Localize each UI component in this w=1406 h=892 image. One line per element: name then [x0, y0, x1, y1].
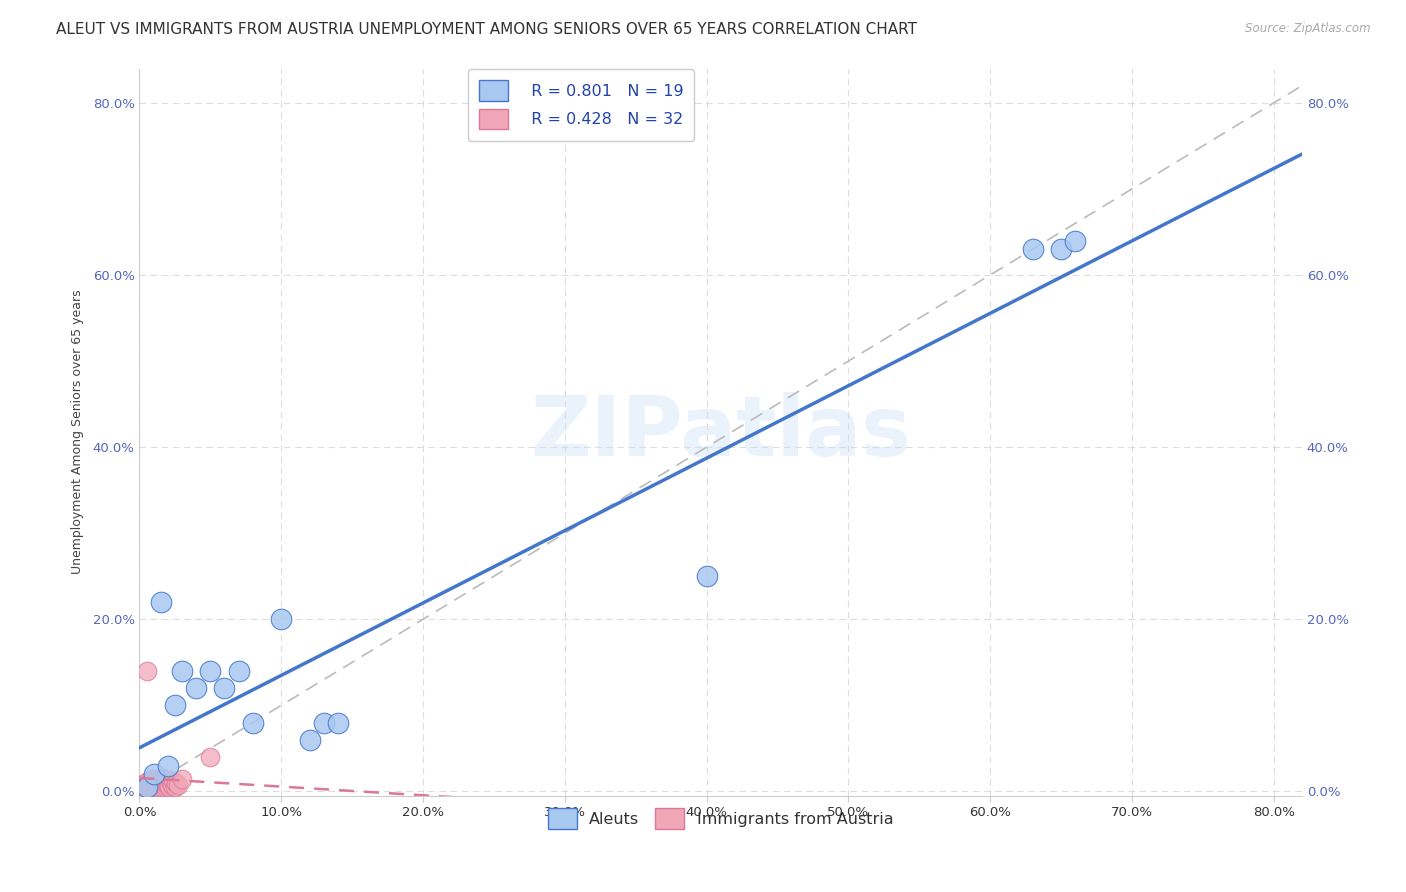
Point [166, 778, 188, 792]
Point [150, 774, 173, 789]
Point [170, 772, 193, 786]
Point [170, 664, 193, 678]
Point [149, 776, 172, 790]
Point [200, 750, 222, 764]
Point [312, 715, 335, 730]
Point [163, 780, 186, 794]
Point [148, 774, 170, 789]
Point [139, 778, 162, 792]
Point [200, 664, 222, 678]
Point [1064, 234, 1087, 248]
Point [165, 776, 187, 790]
Point [1021, 242, 1043, 256]
Point [152, 778, 174, 792]
Point [142, 772, 165, 786]
Point [153, 776, 176, 790]
Point [228, 664, 250, 678]
Legend: Aleuts, Immigrants from Austria: Aleuts, Immigrants from Austria [541, 802, 900, 835]
Point [163, 698, 186, 713]
Point [326, 715, 349, 730]
Point [159, 776, 181, 790]
Point [156, 758, 179, 772]
Point [142, 767, 165, 781]
Point [696, 569, 718, 583]
Point [135, 664, 157, 678]
Point [135, 780, 157, 794]
Point [145, 778, 167, 792]
Point [142, 776, 165, 790]
Point [242, 715, 264, 730]
Text: Source: ZipAtlas.com: Source: ZipAtlas.com [1246, 22, 1371, 36]
Point [138, 776, 160, 790]
Y-axis label: Unemployment Among Seniors over 65 years: Unemployment Among Seniors over 65 years [72, 290, 84, 574]
Point [153, 780, 176, 794]
Point [160, 778, 183, 792]
Point [149, 595, 172, 609]
Point [214, 681, 236, 695]
Text: ZIPatlas: ZIPatlas [530, 392, 911, 473]
Point [156, 778, 179, 792]
Point [145, 774, 167, 789]
Point [298, 732, 321, 747]
Point [186, 681, 208, 695]
Text: ALEUT VS IMMIGRANTS FROM AUSTRIA UNEMPLOYMENT AMONG SENIORS OVER 65 YEARS CORREL: ALEUT VS IMMIGRANTS FROM AUSTRIA UNEMPLO… [56, 22, 917, 37]
Point [136, 774, 159, 789]
Point [134, 776, 156, 790]
Point [142, 780, 165, 794]
Point [132, 780, 155, 794]
Point [1050, 242, 1073, 256]
Point [138, 780, 160, 794]
Point [135, 778, 157, 792]
Point [157, 780, 180, 794]
Point [162, 774, 184, 789]
Point [141, 772, 163, 786]
Point [146, 780, 169, 794]
Point [155, 772, 177, 786]
Point [149, 780, 172, 794]
Point [270, 612, 292, 626]
